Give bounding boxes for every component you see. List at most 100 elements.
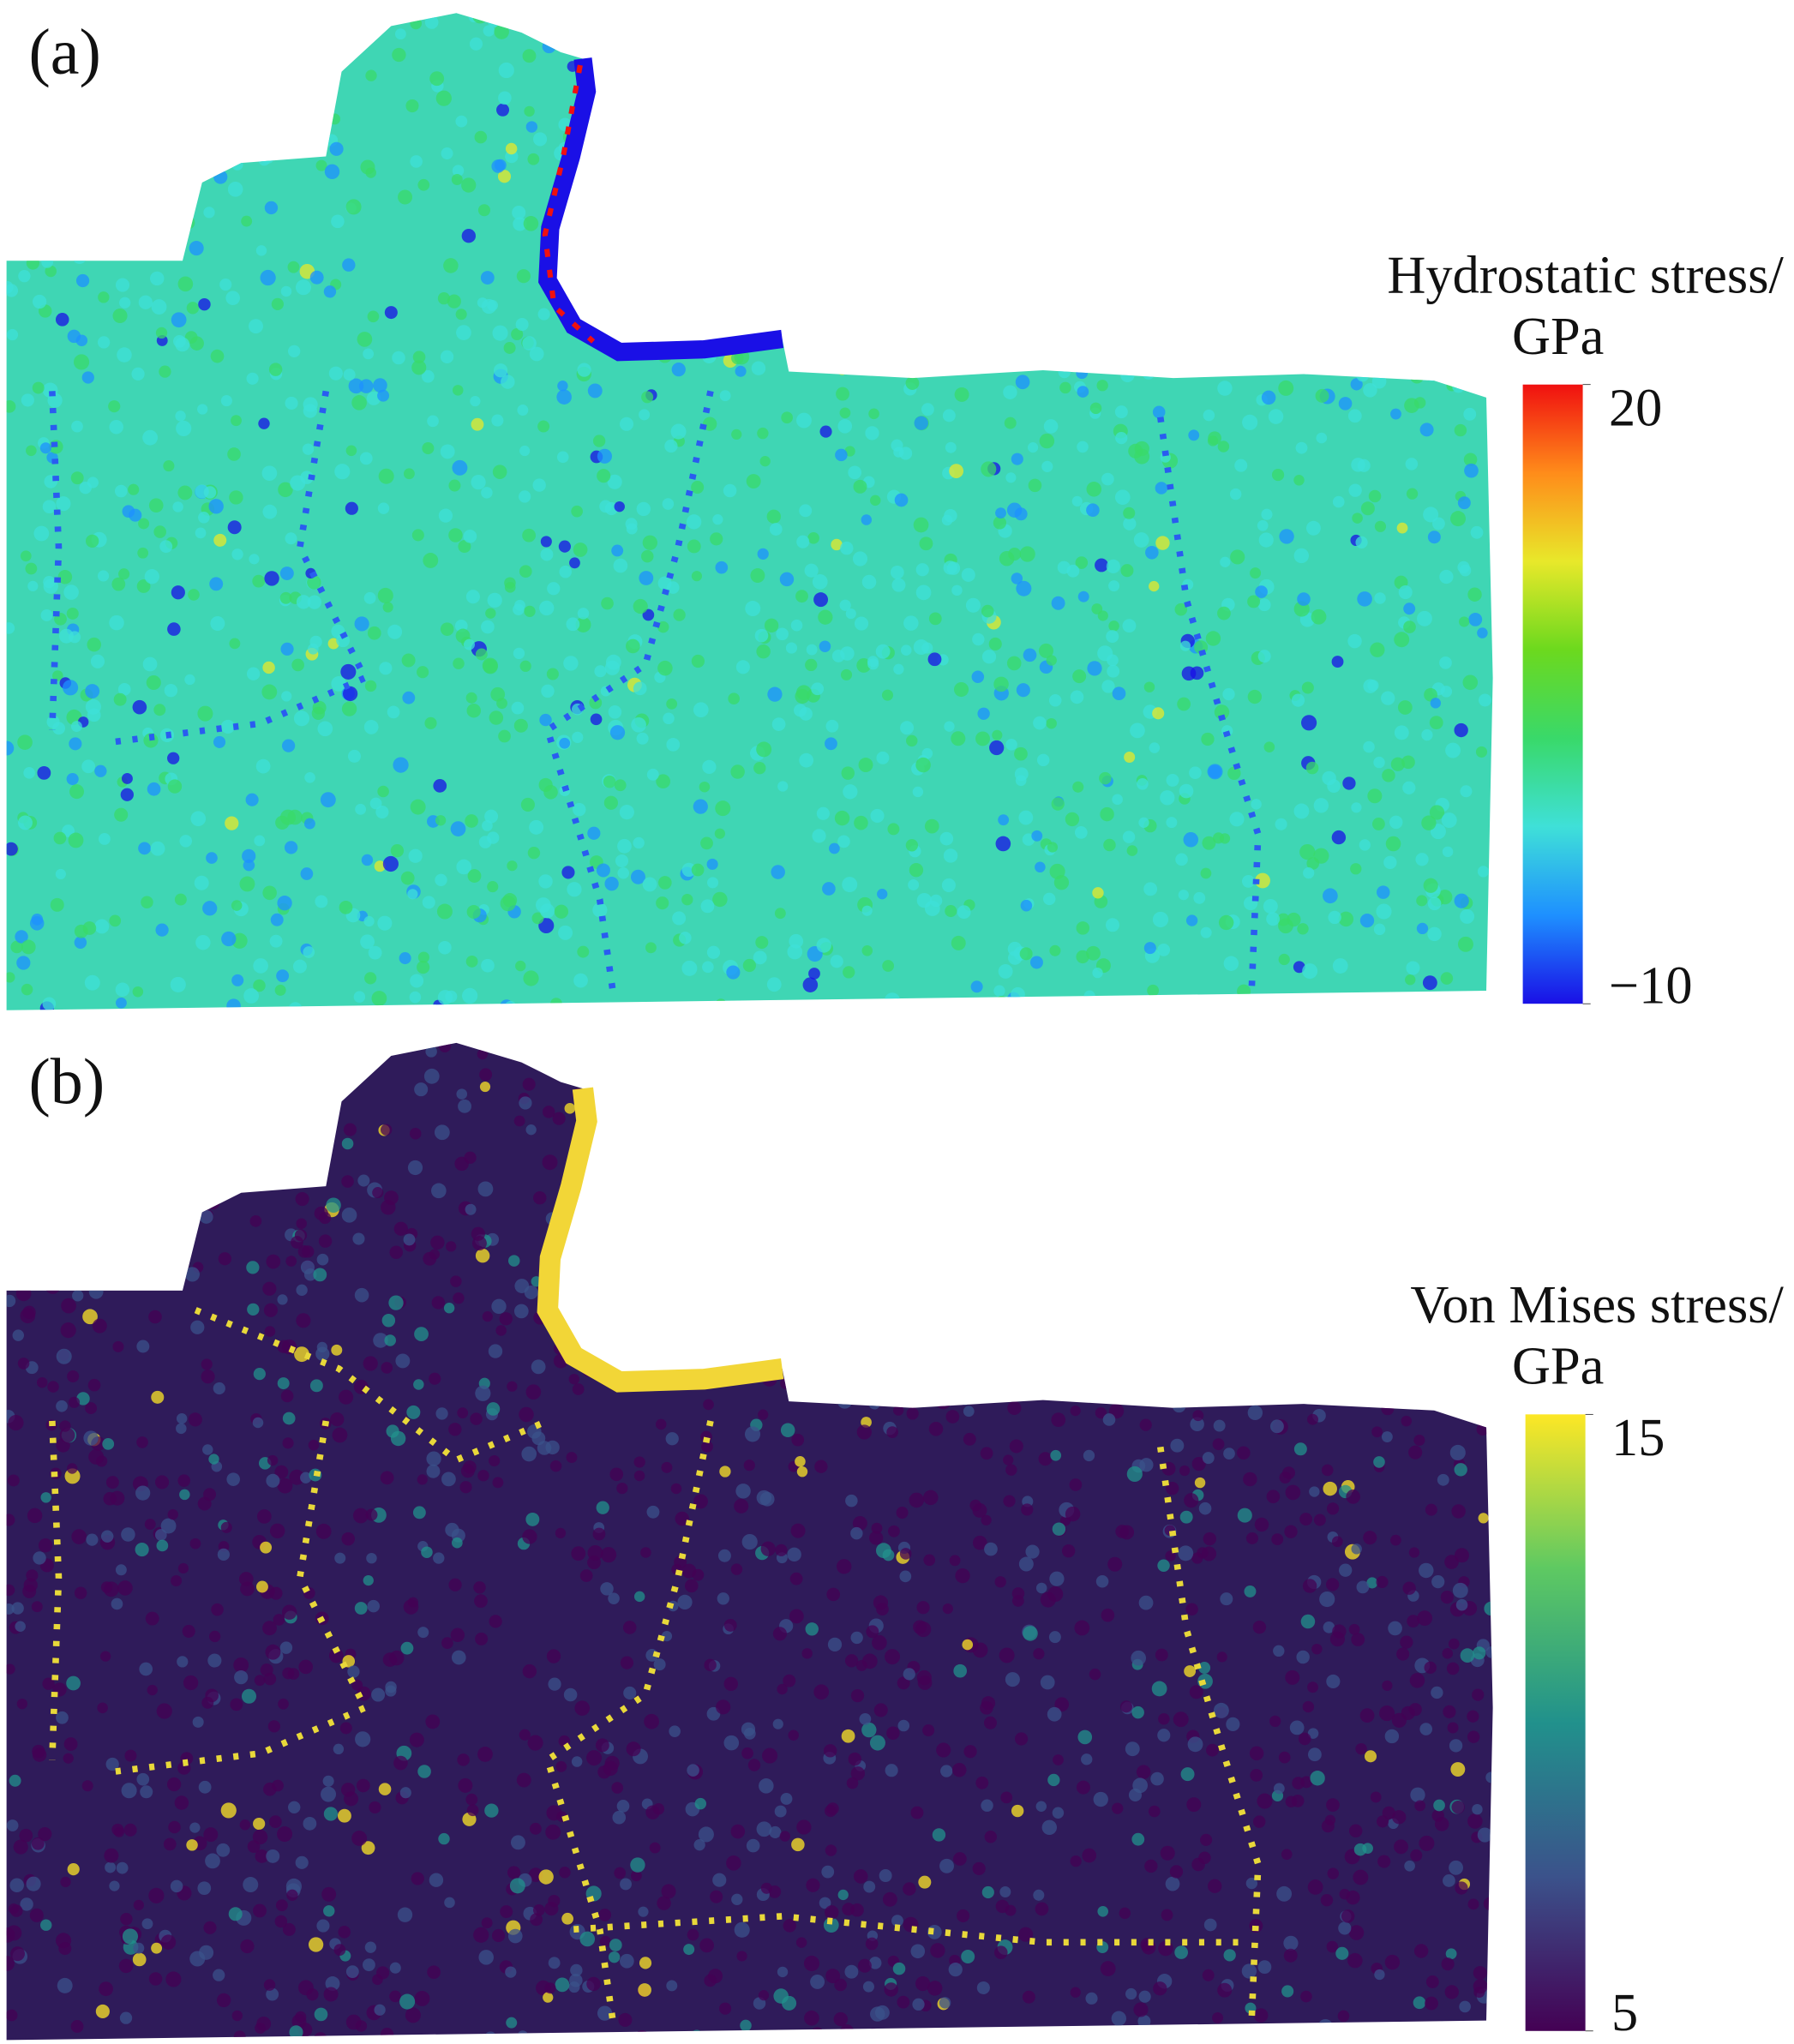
atom: [133, 1899, 144, 1911]
atom: [1363, 383, 1377, 398]
atom: [58, 628, 74, 644]
atom: [1421, 728, 1433, 741]
atom: [72, 249, 87, 265]
atom: [1193, 891, 1206, 904]
atom: [993, 1945, 1008, 1959]
atom: [1323, 305, 1337, 320]
atom: [67, 224, 80, 236]
atom: [500, 896, 516, 912]
atom: [29, 1908, 44, 1922]
atom: [389, 1990, 401, 2003]
atom: [882, 1891, 897, 1907]
atom: [1424, 1661, 1437, 1675]
atom: [1305, 520, 1321, 536]
atom: [854, 616, 869, 631]
atom: [180, 1126, 193, 1138]
atom: [94, 919, 110, 934]
atom: [1038, 1452, 1053, 1466]
atom: [412, 1506, 426, 1520]
atom: [730, 1824, 746, 1839]
atom: [564, 1103, 576, 1114]
atom: [1253, 66, 1268, 81]
atom: [1106, 630, 1119, 644]
atom: [1177, 697, 1191, 711]
atom: [1413, 397, 1426, 409]
atom: [1321, 1819, 1335, 1833]
atom: [47, 1381, 59, 1393]
atom: [153, 177, 165, 190]
atom: [266, 1987, 279, 2001]
atom: [993, 516, 1007, 530]
atom: [1448, 212, 1463, 227]
atom: [75, 273, 90, 288]
atom: [1363, 1531, 1377, 1545]
atom: [909, 1118, 921, 1130]
atom: [441, 1637, 453, 1650]
atom: [892, 1962, 906, 1975]
atom: [995, 836, 1011, 852]
atom: [1348, 1623, 1360, 1635]
atom: [769, 523, 783, 536]
atom: [733, 1338, 746, 1350]
atom: [861, 574, 877, 590]
atom: [789, 933, 804, 949]
atom: [850, 1526, 863, 1540]
atom: [6, 1663, 15, 1675]
atom: [775, 1164, 787, 1177]
atom: [1385, 836, 1401, 852]
atom: [829, 842, 840, 854]
atom: [1052, 1807, 1065, 1819]
atom: [1414, 313, 1425, 325]
atom: [364, 1941, 377, 1953]
atom: [939, 1858, 954, 1873]
atom: [1328, 910, 1341, 925]
atom: [1089, 402, 1102, 415]
atom: [269, 1082, 284, 1096]
atom: [692, 1568, 705, 1581]
atom: [1184, 1665, 1197, 1677]
atom: [972, 1861, 986, 1875]
atom: [407, 1160, 423, 1176]
atom: [859, 1712, 872, 1725]
atom: [333, 1743, 345, 1755]
atom: [819, 1897, 831, 1909]
atom: [1307, 1879, 1323, 1895]
atom: [1419, 423, 1434, 437]
atom: [85, 684, 100, 698]
atom: [489, 1615, 502, 1628]
atom: [945, 441, 957, 453]
atom: [1451, 1504, 1466, 1519]
atom: [1137, 2015, 1151, 2029]
atom: [522, 1529, 537, 1544]
atom: [149, 51, 161, 63]
atom: [780, 1377, 792, 1389]
atom: [1194, 1183, 1209, 1198]
atom: [189, 1822, 201, 1833]
atom: [852, 551, 868, 566]
atom: [266, 1473, 280, 1488]
atom: [679, 932, 692, 944]
atom: [799, 13, 813, 22]
atom: [69, 784, 85, 800]
atom: [59, 185, 74, 201]
atom: [25, 1256, 40, 1272]
atom: [1467, 1898, 1479, 1910]
atom: [160, 1934, 177, 1950]
atom: [1281, 1985, 1294, 1998]
atom: [184, 1210, 200, 1226]
atom: [543, 784, 558, 800]
atom: [1076, 367, 1089, 380]
atom: [1450, 1262, 1466, 1277]
atom: [803, 73, 816, 86]
atom: [1072, 113, 1084, 126]
atom: [314, 35, 326, 47]
atom: [1179, 640, 1191, 651]
atom: [622, 1621, 637, 1634]
atom: [50, 185, 64, 199]
atom: [453, 1292, 465, 1304]
atom: [1028, 153, 1041, 166]
colorbar-tick-label: 15: [1611, 1408, 1665, 1467]
atom: [614, 16, 625, 28]
atom: [112, 1340, 124, 1352]
atom: [180, 1183, 193, 1196]
